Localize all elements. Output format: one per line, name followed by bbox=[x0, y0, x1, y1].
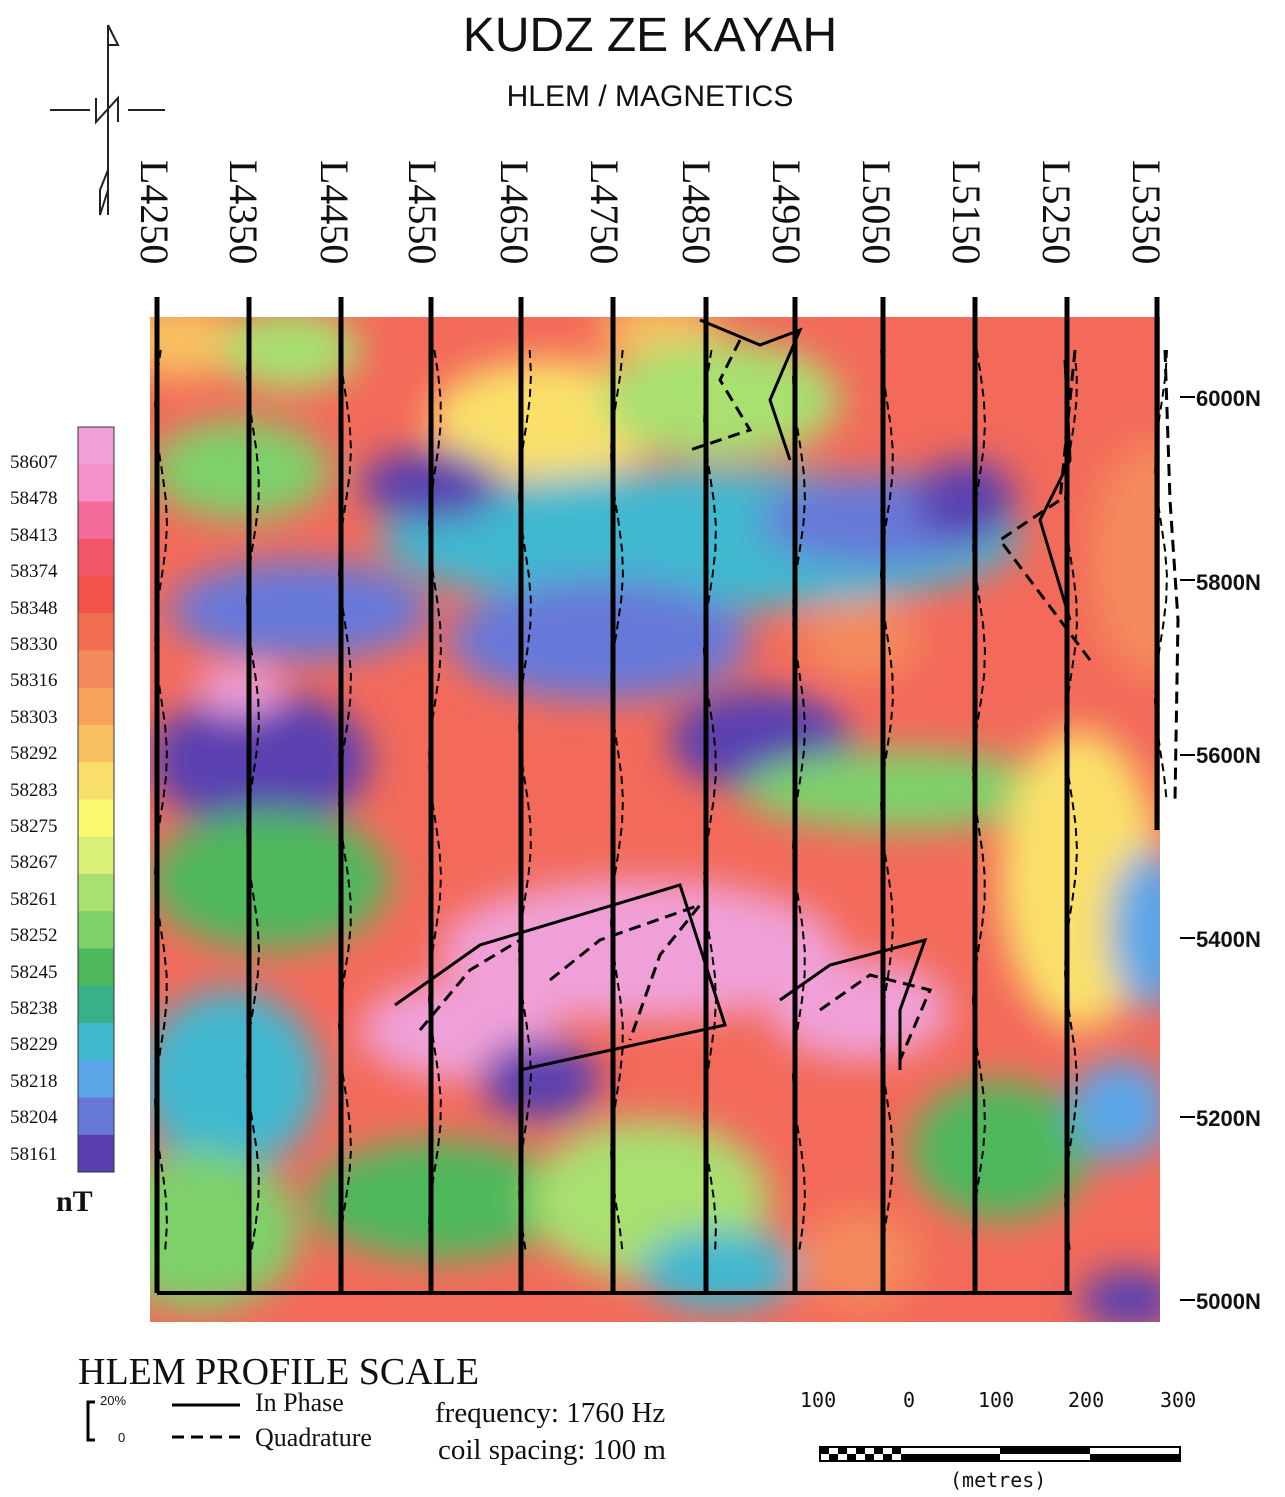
legend-swatch bbox=[78, 427, 114, 465]
frequency-text: frequency: 1760 Hz bbox=[435, 1397, 666, 1429]
hlem-scale-glyphs bbox=[86, 1400, 240, 1442]
coil-spacing-text: coil spacing: 100 m bbox=[438, 1434, 666, 1466]
legend-value: 58303 bbox=[10, 706, 58, 728]
legend-value: 58607 bbox=[10, 452, 58, 473]
quadrature-label: Quadrature bbox=[255, 1423, 372, 1452]
legend-swatch bbox=[78, 576, 114, 614]
northing-ticks bbox=[1180, 396, 1195, 1301]
scale-tick: 100 bbox=[800, 1388, 837, 1412]
quadrature-profile bbox=[972, 349, 986, 1251]
legend-value: 58218 bbox=[10, 1070, 58, 1092]
legend-swatch bbox=[78, 1134, 114, 1173]
scale-tick: 0 bbox=[903, 1388, 916, 1412]
quadrature-profile bbox=[702, 349, 717, 1251]
legend-swatch bbox=[78, 464, 114, 502]
legend-value: 58275 bbox=[10, 816, 58, 837]
legend-value: 58267 bbox=[10, 852, 58, 874]
legend-value: 58292 bbox=[10, 743, 58, 765]
northing-label: 5000N bbox=[1196, 1289, 1261, 1314]
quadrature-profile bbox=[246, 349, 260, 1251]
legend-swatch bbox=[78, 725, 114, 763]
quadrature-profile bbox=[610, 349, 624, 1251]
legend-value: 58316 bbox=[10, 670, 58, 692]
legend-swatch bbox=[78, 650, 114, 689]
hlem-scale-title: HLEM PROFILE SCALE bbox=[78, 1351, 480, 1393]
map-title: KUDZ ZE KAYAH bbox=[462, 9, 838, 62]
map-subtitle: HLEM / MAGNETICS bbox=[506, 80, 794, 113]
color-legend-bar bbox=[77, 426, 115, 1173]
legend-value: 58374 bbox=[10, 561, 58, 583]
northing-label: 5200N bbox=[1196, 1106, 1261, 1131]
scale-tick: 300 bbox=[1160, 1388, 1197, 1412]
quadrature-profile bbox=[427, 349, 442, 1251]
legend-swatch bbox=[78, 948, 114, 987]
quadrature-profile bbox=[154, 349, 168, 1251]
legend-value: 58204 bbox=[10, 1107, 58, 1129]
quadrature-profile bbox=[1063, 349, 1079, 1251]
northing-label: 5400N bbox=[1196, 927, 1261, 952]
quadrature-profile bbox=[880, 349, 895, 1251]
legend-swatch bbox=[78, 762, 114, 800]
north-arrow-icon bbox=[50, 24, 165, 216]
legend-value: 58478 bbox=[10, 488, 58, 510]
legend-value: 58245 bbox=[10, 961, 58, 983]
legend-swatch bbox=[78, 1023, 114, 1061]
scale-bar bbox=[819, 1446, 1181, 1462]
legend-value: 58252 bbox=[10, 925, 58, 947]
legend-swatch bbox=[78, 985, 114, 1024]
legend-value: 58161 bbox=[10, 1143, 58, 1165]
legend-swatch bbox=[78, 874, 114, 912]
scale-tick: 200 bbox=[1068, 1388, 1105, 1412]
scale-tick: 100 bbox=[978, 1388, 1015, 1412]
survey-lines bbox=[154, 297, 1168, 1293]
legend-swatch bbox=[78, 1097, 114, 1136]
scale-unit: (metres) bbox=[950, 1468, 1047, 1492]
legend-value: 58261 bbox=[10, 888, 58, 910]
quadrature-profile bbox=[518, 349, 533, 1251]
hlem-profiles bbox=[394, 318, 1180, 1072]
percent-top: 20% bbox=[100, 1393, 127, 1408]
quadrature-profile bbox=[1154, 349, 1168, 801]
northing-label: 5600N bbox=[1196, 743, 1261, 768]
legend-swatch bbox=[78, 538, 114, 577]
legend-unit: nT bbox=[56, 1185, 93, 1218]
legend-value: 58348 bbox=[10, 597, 58, 619]
legend-value: 58229 bbox=[10, 1034, 58, 1056]
percent-bottom: 0 bbox=[118, 1430, 126, 1445]
legend-swatch bbox=[78, 911, 114, 949]
legend-value: 58330 bbox=[10, 634, 58, 655]
legend-value: 58283 bbox=[10, 779, 58, 801]
legend-swatch bbox=[78, 687, 114, 726]
quadrature-profile bbox=[792, 349, 806, 1251]
legend-swatch bbox=[78, 799, 114, 838]
legend-value: 58413 bbox=[10, 524, 58, 546]
magnetic-field-raster bbox=[150, 317, 1160, 1322]
quadrature-profile bbox=[338, 349, 352, 1251]
legend-value: 58238 bbox=[10, 998, 58, 1019]
legend-swatch bbox=[78, 1060, 114, 1098]
legend-swatch bbox=[78, 501, 114, 540]
in-phase-label: In Phase bbox=[255, 1388, 344, 1417]
legend-swatch bbox=[78, 613, 114, 651]
northing-label: 5800N bbox=[1196, 570, 1261, 595]
northing-label: 6000N bbox=[1196, 386, 1261, 411]
legend-swatch bbox=[78, 836, 114, 875]
